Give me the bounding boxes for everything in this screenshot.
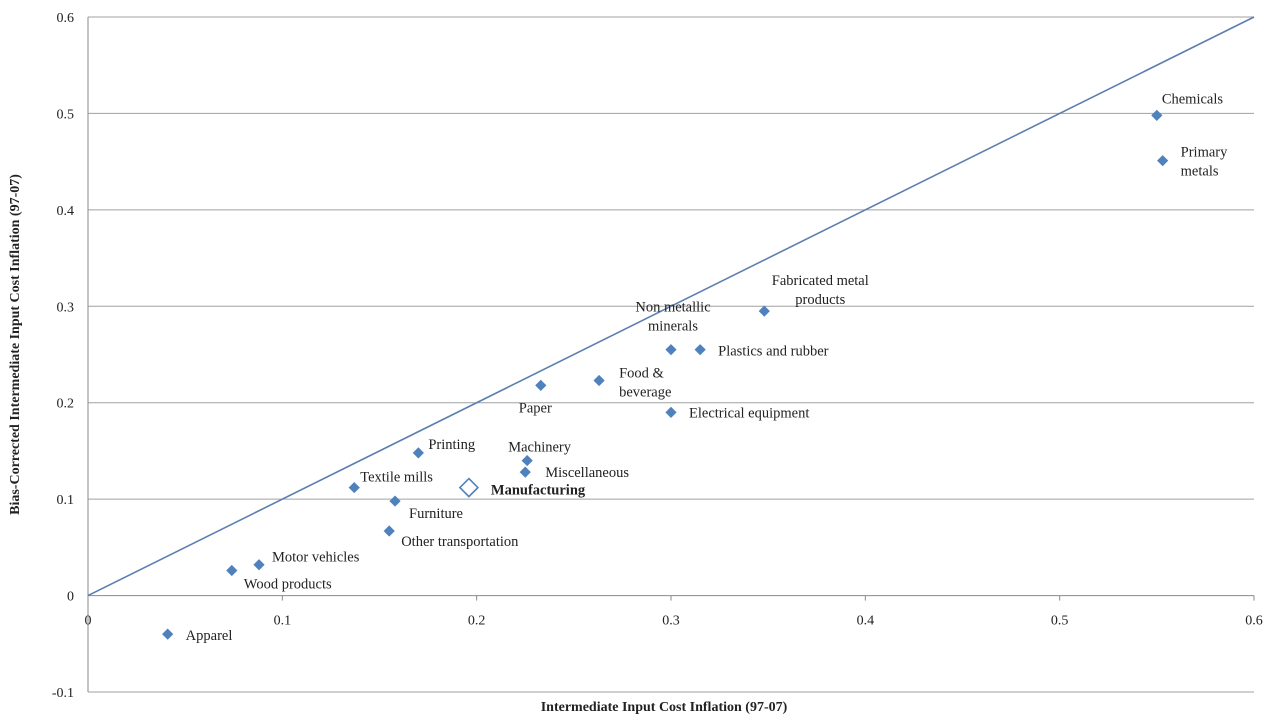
marker-non-metallic-minerals: [665, 344, 677, 356]
label-plastics-and-rubber: Plastics and rubber: [718, 344, 829, 360]
point-labels: Chemicals Primary metals Fabricated metal pr…: [186, 91, 1228, 644]
label-textile-mills: Textile mills: [360, 470, 433, 486]
label-miscellaneous: Miscellaneous: [545, 465, 629, 481]
marker-motor-vehicles: [253, 559, 265, 571]
label-paper: Paper: [519, 400, 552, 416]
y-tick-label: 0.1: [57, 493, 75, 508]
x-tick-label: 0.1: [274, 614, 292, 629]
label-chemicals: Chemicals: [1162, 91, 1224, 107]
label-primary-metals: Primary metals: [1181, 145, 1228, 180]
axes: [87, 17, 1255, 692]
label-manufacturing: Manufacturing: [491, 483, 586, 499]
marker-primary-metals: [1157, 155, 1169, 167]
marker-furniture: [389, 495, 401, 507]
marker-paper: [535, 379, 547, 391]
marker-food-beverage: [593, 374, 605, 387]
marker-electrical-equipment: [665, 406, 677, 418]
marker-printing: [412, 447, 424, 459]
marker-fabricated-metal-products: [758, 305, 770, 317]
label-fabricated-metal-products: Fabricated metal products: [772, 273, 869, 308]
marker-chemicals: [1151, 109, 1163, 121]
label-apparel: Apparel: [186, 628, 233, 644]
marker-miscellaneous: [519, 466, 531, 478]
y-tick-label: 0.2: [57, 397, 75, 412]
marker-machinery: [521, 454, 533, 467]
x-tick-label: 0.2: [468, 614, 486, 629]
marker-plastics-and-rubber: [694, 344, 706, 356]
label-furniture: Furniture: [409, 506, 463, 522]
data-points: [162, 109, 1169, 640]
label-electrical-equipment: Electrical equipment: [689, 405, 809, 421]
label-motor-vehicles: Motor vehicles: [272, 550, 360, 566]
marker-manufacturing: [458, 477, 480, 498]
marker-apparel: [162, 628, 174, 640]
reference-line: [87, 16, 1255, 597]
marker-wood-products: [226, 564, 238, 577]
y-axis-title: Bias-Corrected Intermediate Input Cost I…: [8, 174, 23, 515]
y-tick-label: 0.6: [57, 11, 75, 26]
marker-other-transportation: [383, 525, 395, 537]
x-tick-label: 0.3: [662, 614, 680, 629]
y-tick-label: 0.5: [57, 107, 75, 122]
x-axis-title: Intermediate Input Cost Inflation (97-07…: [541, 700, 788, 715]
y-tick-label: 0: [67, 590, 74, 605]
label-food-beverage: Food & beverage: [619, 366, 671, 401]
label-wood-products: Wood products: [244, 577, 332, 593]
tick-labels: -0.1 0 0.1 0.2 0.3 0.4 0.5 0.6 0 0.1 0.2 0.3 0.4 0.5 0…: [52, 11, 1263, 701]
y-tick-label: 0.3: [57, 300, 75, 315]
label-printing: Printing: [428, 437, 475, 453]
label-machinery: Machinery: [508, 440, 572, 456]
reference-line-group: [87, 16, 1255, 597]
x-tick-label: 0.6: [1245, 614, 1263, 629]
marker-textile-mills: [348, 481, 360, 494]
x-tick-label: 0.4: [857, 614, 875, 629]
x-tick-label: 0.5: [1051, 614, 1069, 629]
label-other-transportation: Other transportation: [401, 534, 519, 550]
y-tick-label: 0.4: [57, 204, 75, 219]
y-tick-label: -0.1: [52, 686, 74, 701]
x-tick-label: 0: [85, 614, 92, 629]
label-non-metallic-minerals: Non metallic minerals: [635, 300, 710, 335]
